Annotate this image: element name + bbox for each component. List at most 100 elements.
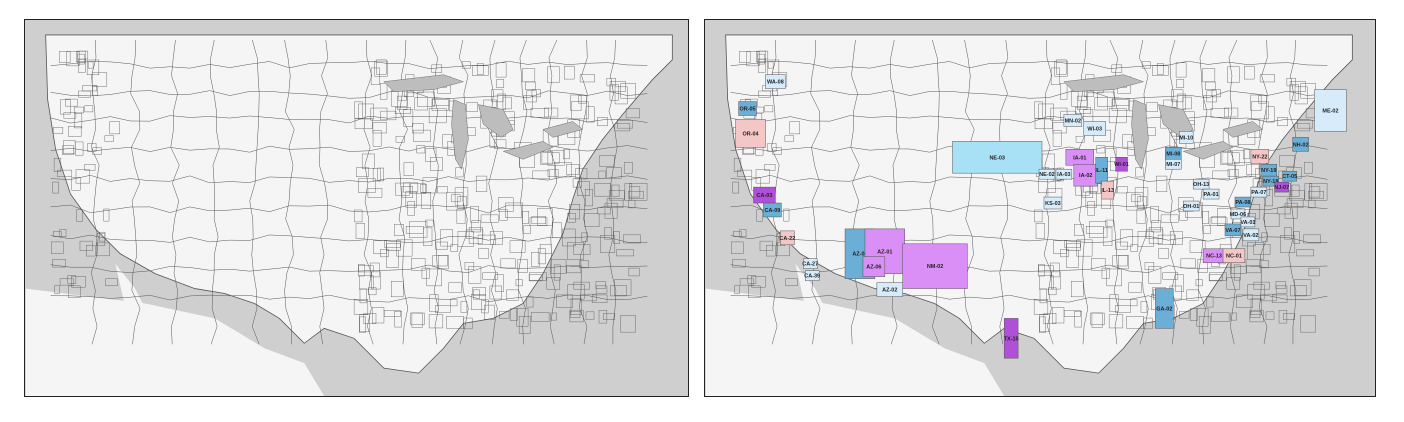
district-ca-22[interactable] — [780, 230, 795, 246]
baja-peninsula — [115, 263, 175, 379]
district-label-ne-02: NE-02 — [1039, 172, 1055, 178]
great-lake-1 — [451, 99, 469, 170]
district-label-nc-01: NC-01 — [1226, 254, 1242, 260]
district-va-01[interactable] — [1240, 216, 1256, 228]
mexico-land — [705, 288, 1005, 396]
district-nj-07[interactable] — [1274, 181, 1289, 193]
district-tx-15[interactable] — [1003, 318, 1019, 359]
district-oh-01[interactable] — [1182, 200, 1200, 212]
district-label-mi-08: MI-08 — [1166, 151, 1180, 157]
district-label-or-05: OR-05 — [740, 107, 756, 113]
district-ca-09[interactable] — [763, 202, 782, 218]
district-map-baseline — [25, 20, 688, 396]
district-label-il-11: IL-11 — [1095, 168, 1107, 174]
district-mi-07[interactable] — [1165, 159, 1182, 170]
district-mn-02[interactable] — [1063, 114, 1083, 127]
district-il-13[interactable] — [1101, 180, 1114, 200]
district-va-02[interactable] — [1242, 228, 1260, 242]
district-az-02[interactable] — [876, 282, 903, 297]
district-label-wi-03: WI-03 — [1087, 126, 1102, 132]
district-label-nh-02: NH-02 — [1293, 142, 1309, 148]
district-pa-08[interactable] — [1234, 196, 1252, 208]
district-label-pa-01: PA-01 — [1204, 192, 1219, 198]
district-va-07[interactable] — [1224, 223, 1242, 237]
district-ca-39[interactable] — [804, 270, 820, 281]
district-label-nc-13: NC-13 — [1206, 254, 1222, 260]
district-ne-02[interactable] — [1038, 168, 1056, 180]
district-label-md-06: MD-06 — [1230, 212, 1246, 218]
district-label-az-02: AZ-02 — [882, 288, 897, 294]
district-label-va-07: VA-07 — [1225, 228, 1240, 234]
district-label-az-01: AZ-01 — [877, 249, 892, 255]
map-panel-left[interactable] — [24, 19, 689, 397]
us-outline — [45, 34, 673, 374]
map-panel-right[interactable]: WA-08 OR-05 OR-04 CA-03 CA-09 CA-22 CA-27 CA-39… — [704, 19, 1376, 397]
district-label-ia-03: IA-03 — [1057, 172, 1070, 178]
district-label-az-04: AZ-04 — [852, 252, 868, 258]
district-ny-18[interactable] — [1262, 175, 1279, 187]
district-mi-10[interactable] — [1179, 131, 1194, 144]
district-label-il-13: IL-13 — [1101, 188, 1114, 194]
district-label-ca-22: CA-22 — [779, 236, 795, 242]
district-label-ny-19: NY-19 — [1261, 168, 1276, 174]
district-label-oh-01: OH-01 — [1183, 204, 1199, 210]
district-label-nm-02: NM-02 — [927, 264, 943, 270]
district-borders — [730, 39, 1328, 345]
great-lake-3 — [502, 141, 554, 160]
district-md-06[interactable] — [1230, 208, 1246, 220]
district-label-wa-08: WA-08 — [767, 80, 784, 86]
district-ga-02[interactable] — [1155, 288, 1174, 329]
district-label-mi-10: MI-10 — [1179, 135, 1193, 141]
district-or-04[interactable] — [735, 119, 766, 148]
district-label-mi-07: MI-07 — [1166, 162, 1180, 168]
district-wi-03[interactable] — [1083, 121, 1106, 136]
district-wa-08[interactable] — [765, 74, 786, 89]
district-label-ia-02: IA-02 — [1079, 173, 1092, 179]
district-label-tx-15: TX-15 — [1004, 336, 1019, 342]
district-label-ne-03: NE-03 — [989, 155, 1005, 161]
baja-peninsula — [795, 263, 855, 379]
district-ne-03[interactable] — [952, 141, 1043, 174]
great-lake-0 — [383, 74, 465, 92]
district-wi-01[interactable] — [1115, 157, 1128, 172]
district-label-me-02: ME-02 — [1322, 109, 1338, 115]
district-ks-03[interactable] — [1043, 196, 1063, 210]
district-label-or-04: OR-04 — [742, 131, 759, 137]
district-nh-02[interactable] — [1292, 137, 1309, 152]
district-pa-01[interactable] — [1202, 188, 1220, 200]
district-label-ca-09: CA-09 — [765, 208, 781, 214]
district-label-va-01: VA-01 — [1240, 220, 1255, 226]
great-lake-1 — [1131, 99, 1149, 170]
district-pa-07[interactable] — [1250, 186, 1268, 198]
district-label-ny-22: NY-22 — [1252, 154, 1267, 160]
district-nc-01[interactable] — [1222, 248, 1246, 263]
district-label-nj-07: NJ-07 — [1274, 185, 1289, 191]
district-label-ca-27: CA-27 — [802, 262, 818, 268]
district-label-ga-02: GA-02 — [1156, 306, 1172, 312]
district-label-ct-05: CT-05 — [1282, 174, 1297, 180]
district-borders — [50, 39, 648, 345]
highlighted-districts: WA-08 OR-05 OR-04 CA-03 CA-09 CA-22 CA-27 CA-39… — [735, 74, 1347, 359]
district-label-ks-03: KS-03 — [1045, 201, 1061, 207]
great-lake-3 — [1182, 141, 1234, 160]
district-ny-22[interactable] — [1250, 149, 1270, 164]
district-ia-03[interactable] — [1055, 168, 1073, 180]
district-me-02[interactable] — [1314, 89, 1347, 132]
district-ca-27[interactable] — [803, 258, 818, 269]
great-lake-2 — [478, 104, 514, 138]
district-az-06[interactable] — [862, 256, 886, 277]
district-label-ia-01: IA-01 — [1073, 155, 1086, 161]
district-label-ca-03: CA-03 — [757, 193, 773, 199]
district-map-highlighted: WA-08 OR-05 OR-04 CA-03 CA-09 CA-22 CA-27 CA-39… — [705, 20, 1375, 396]
district-label-wi-01: WI-01 — [1114, 162, 1129, 168]
district-oh-13[interactable] — [1192, 178, 1210, 190]
district-ct-05[interactable] — [1282, 170, 1297, 182]
district-nm-02[interactable] — [902, 243, 968, 289]
district-label-pa-07: PA-07 — [1251, 190, 1266, 196]
mexico-land — [25, 288, 325, 396]
great-lake-4 — [542, 121, 584, 138]
great-lake-0 — [1063, 74, 1145, 92]
district-label-pa-08: PA-08 — [1235, 200, 1250, 206]
district-label-oh-13: OH-13 — [1193, 182, 1209, 188]
district-or-05[interactable] — [738, 101, 757, 116]
